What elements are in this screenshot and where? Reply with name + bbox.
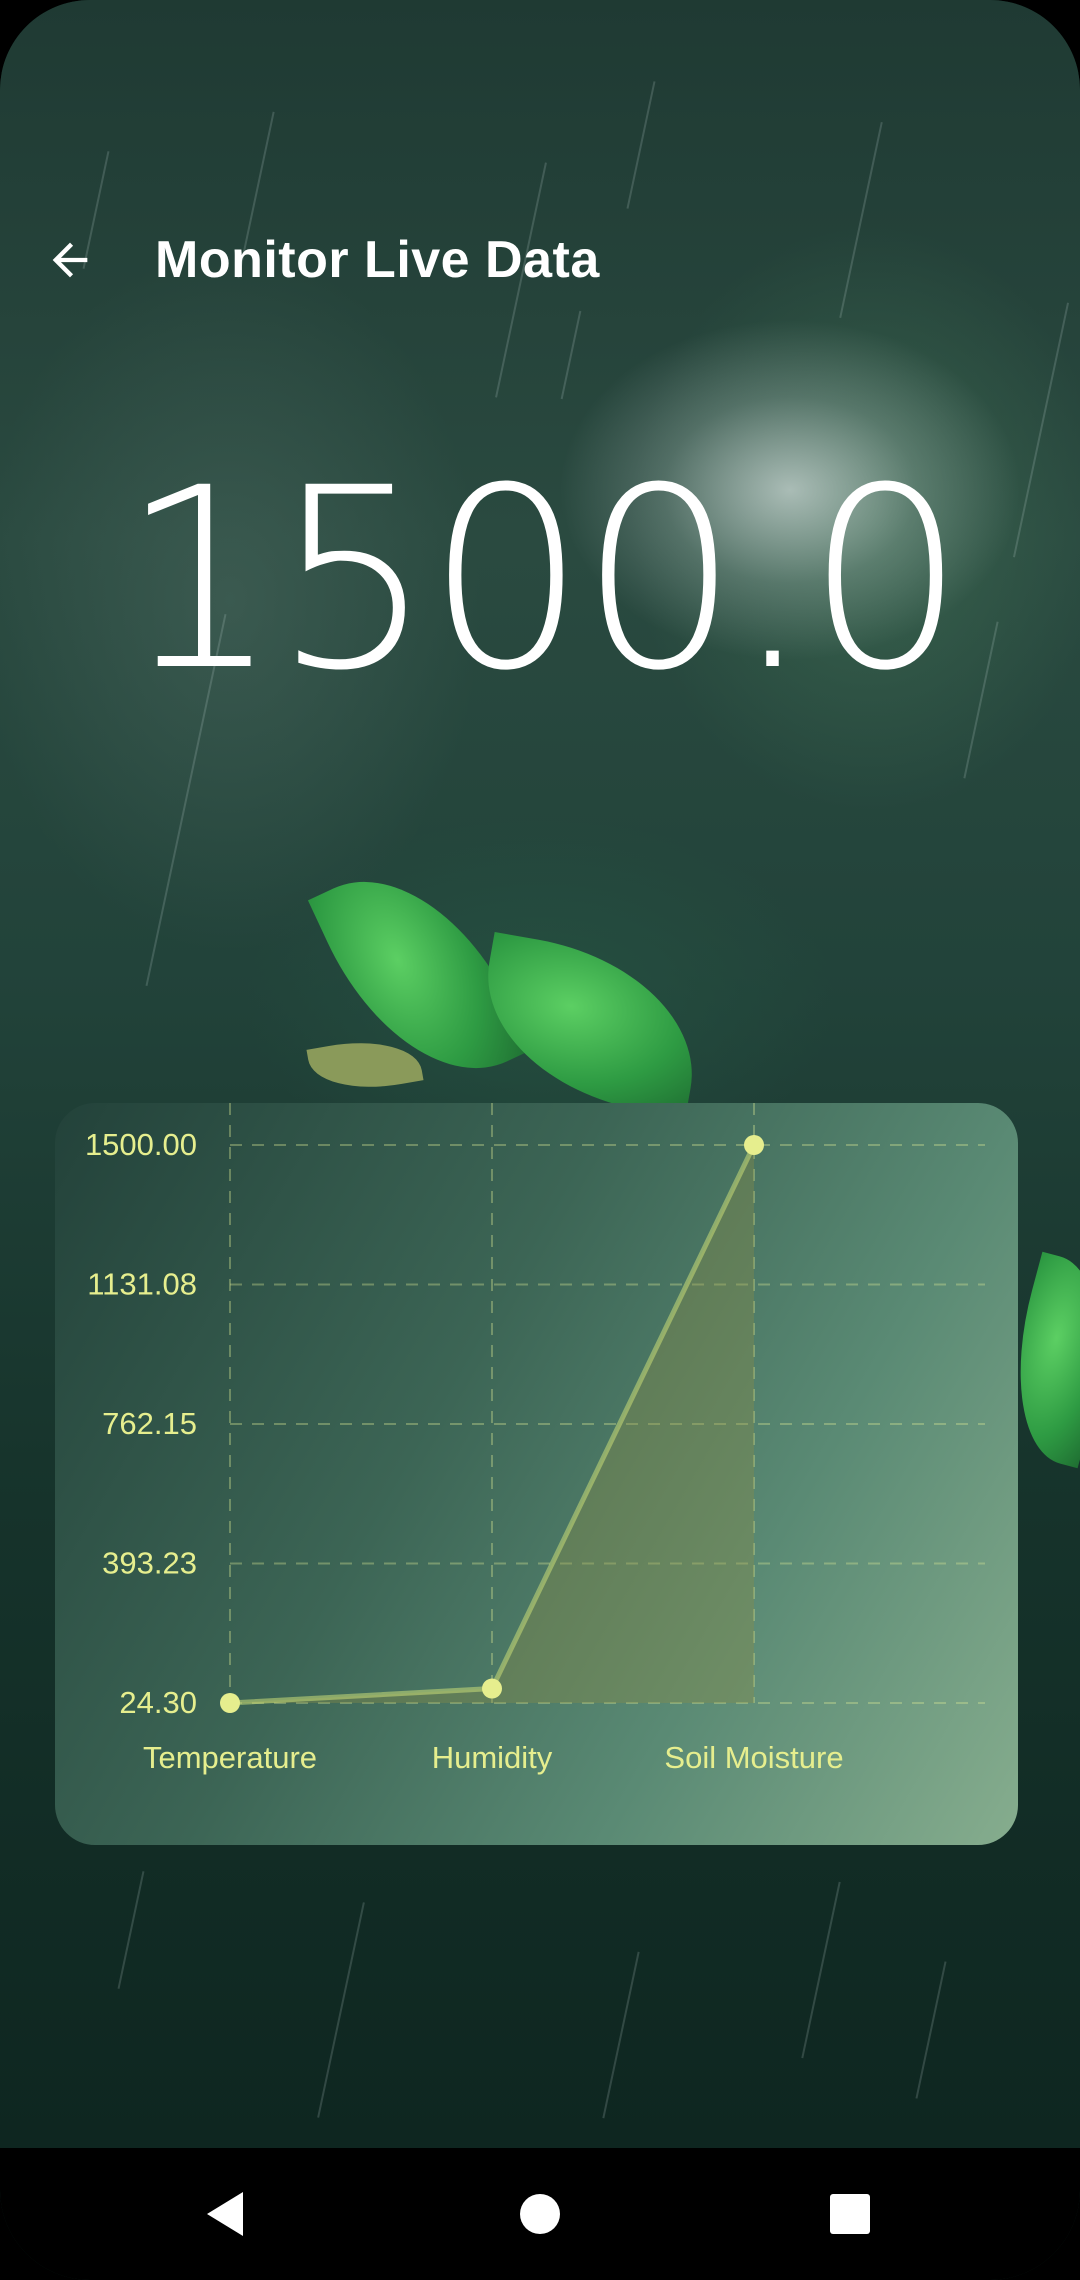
circle-home-icon <box>520 2194 560 2234</box>
x-tick-label: Temperature <box>143 1740 317 1775</box>
y-tick-label: 393.23 <box>102 1545 197 1580</box>
page-title: Monitor Live Data <box>155 231 600 289</box>
app-bar: Monitor Live Data <box>0 200 1080 320</box>
data-point <box>220 1693 240 1713</box>
sensor-line-chart: 24.30 393.23 762.15 1131.08 1500.00 Temperatu… <box>85 1103 985 1775</box>
y-tick-label: 1131.08 <box>87 1266 197 1301</box>
current-reading-value: 1500.0 <box>120 434 966 725</box>
arrow-left-icon <box>52 242 88 278</box>
system-nav-bar <box>0 2148 1080 2280</box>
x-tick-label: Humidity <box>432 1740 553 1775</box>
x-tick-label: Soil Moisture <box>664 1740 843 1775</box>
nav-back-button[interactable] <box>195 2184 255 2244</box>
triangle-back-icon <box>207 2192 243 2236</box>
leaf <box>468 932 712 1118</box>
y-tick-label: 762.15 <box>102 1406 197 1441</box>
chart-card: 24.30 393.23 762.15 1131.08 1500.00 Temperatu… <box>55 1103 1018 1845</box>
data-point <box>744 1135 764 1155</box>
data-point <box>482 1678 502 1699</box>
back-button[interactable] <box>30 220 110 300</box>
nav-recents-button[interactable] <box>820 2184 880 2244</box>
nav-home-button[interactable] <box>510 2184 570 2244</box>
area-fill <box>230 1145 754 1703</box>
square-recents-icon <box>830 2194 870 2234</box>
y-tick-label: 24.30 <box>119 1685 197 1720</box>
y-tick-label: 1500.00 <box>85 1127 197 1162</box>
